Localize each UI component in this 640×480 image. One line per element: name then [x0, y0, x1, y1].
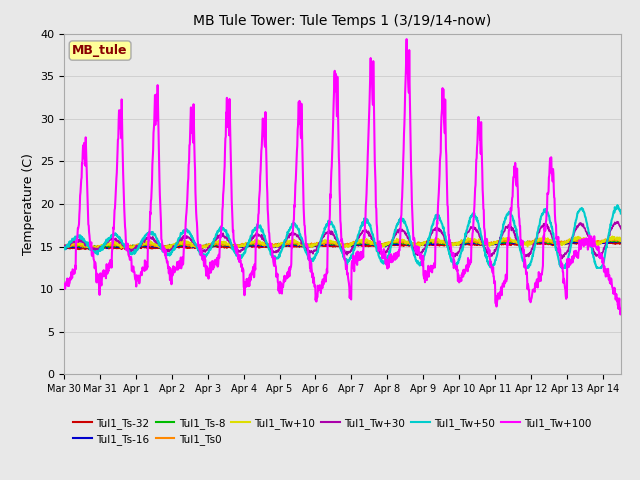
Text: MB_tule: MB_tule	[72, 44, 128, 57]
Y-axis label: Temperature (C): Temperature (C)	[22, 153, 35, 255]
Legend: Tul1_Ts-32, Tul1_Ts-16, Tul1_Ts-8, Tul1_Ts0, Tul1_Tw+10, Tul1_Tw+30, Tul1_Tw+50,: Tul1_Ts-32, Tul1_Ts-16, Tul1_Ts-8, Tul1_…	[69, 414, 596, 449]
Title: MB Tule Tower: Tule Temps 1 (3/19/14-now): MB Tule Tower: Tule Temps 1 (3/19/14-now…	[193, 14, 492, 28]
